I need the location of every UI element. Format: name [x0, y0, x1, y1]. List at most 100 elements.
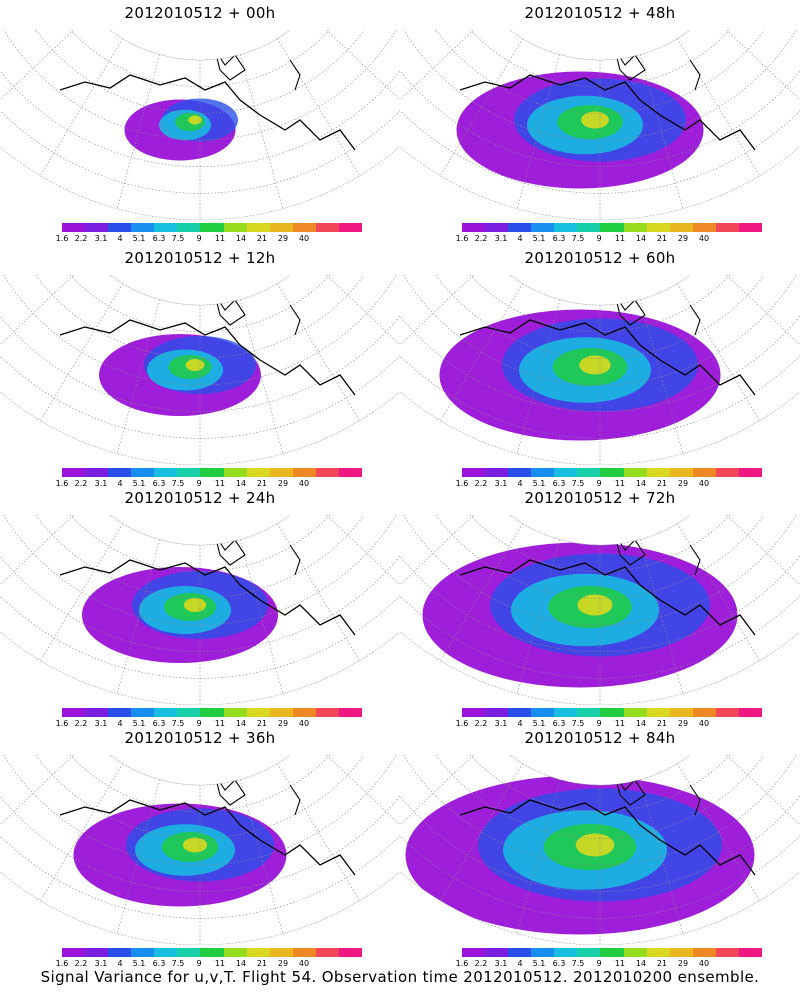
colorbar-swatch: [462, 468, 486, 477]
longitude-line: [440, 523, 524, 661]
coastline: [59, 74, 356, 151]
longitude-line: [276, 763, 360, 901]
latitude-line: [400, 30, 800, 167]
latitude-line: [0, 30, 400, 141]
colorbar-swatch: [131, 223, 155, 232]
longitude-line: [116, 779, 161, 934]
colorbar-swatch: [646, 468, 670, 477]
colorbar-tick-label: 1.6: [55, 959, 69, 968]
colorbar-labels: 1.6 2.2 3.1 4 5.1 6.3 7.5 9 11 14 21 29 40: [50, 719, 370, 729]
colorbar-tick-label: 21: [256, 234, 268, 243]
coastline: [459, 559, 756, 636]
latitude-line: [400, 755, 800, 866]
colorbar: [62, 948, 363, 957]
colorbar-tick-label: 5.1: [132, 959, 146, 968]
colorbar-swatch: [577, 948, 601, 957]
colorbar-tick-label: 4: [117, 234, 123, 243]
longitude-line: [676, 763, 760, 901]
latitude-line: [400, 275, 800, 386]
map-boundary: [400, 275, 800, 465]
colorbar-tick-label: 3.1: [94, 959, 108, 968]
map-boundary: [0, 30, 400, 220]
colorbar-tick-label: 2.2: [74, 479, 88, 488]
panel-title: 2012010512 + 00h: [124, 4, 276, 22]
colorbar-tick-label: 1.6: [55, 234, 69, 243]
colorbar-swatch: [246, 708, 270, 717]
colorbar-swatch: [223, 708, 247, 717]
map-panel: 2012010512 + 48h 1.6 2.2 3.1 4 5.1 6.3 7.5 9 11 14…: [400, 0, 800, 245]
colorbar-swatch: [62, 223, 86, 232]
latitude-line: [0, 30, 400, 167]
colorbar-tick-label: 14: [235, 479, 247, 488]
colorbar-swatch: [577, 468, 601, 477]
colorbar-swatch: [646, 948, 670, 957]
colorbar-swatch: [108, 223, 132, 232]
colorbar-swatch: [669, 468, 693, 477]
colorbar-swatch: [338, 223, 363, 232]
colorbar-swatch: [623, 708, 647, 717]
colorbar-swatch: [669, 708, 693, 717]
colorbar-swatch: [508, 223, 532, 232]
variance-contour: [575, 833, 615, 857]
colorbar: [462, 468, 763, 477]
map-panel: 2012010512 + 72h 1.6 2.2 3.1 4 5.1 6.3 7.5 9 11 14…: [400, 485, 800, 730]
colorbar-tick-label: 40: [298, 234, 310, 243]
colorbar-swatch: [269, 223, 293, 232]
colorbar-tick-label: 29: [677, 234, 689, 243]
coastline: [614, 534, 701, 576]
colorbar-swatch: [292, 223, 316, 232]
colorbar-swatch: [154, 948, 178, 957]
longitude-line: [332, 30, 400, 56]
longitude-line: [116, 539, 161, 694]
colorbar-swatch: [108, 468, 132, 477]
panel-title: 2012010512 + 72h: [524, 489, 676, 507]
colorbar-swatch: [131, 468, 155, 477]
longitude-line: [732, 30, 800, 56]
colorbar-swatch: [246, 468, 270, 477]
polar-map: [0, 275, 400, 465]
colorbar-tick-label: 29: [677, 719, 689, 728]
colorbar-labels: 1.6 2.2 3.1 4 5.1 6.3 7.5 9 11 14 21 29 40: [50, 959, 370, 969]
colorbar-swatch: [669, 223, 693, 232]
longitude-line: [0, 755, 68, 781]
panel-title: 2012010512 + 24h: [124, 489, 276, 507]
colorbar-tick-label: 4: [117, 479, 123, 488]
colorbar-swatch: [738, 948, 763, 957]
coastline: [614, 49, 701, 91]
panel-title: 2012010512 + 36h: [124, 729, 276, 747]
colorbar-swatch: [485, 948, 509, 957]
colorbar-swatch: [600, 468, 624, 477]
colorbar-swatch: [131, 948, 155, 957]
colorbar-tick-label: 2.2: [74, 959, 88, 968]
colorbar-tick-label: 7.5: [571, 234, 585, 243]
polar-map: [400, 755, 800, 945]
map-panel: 2012010512 + 60h 1.6 2.2 3.1 4 5.1 6.3 7.5 9 11 14…: [400, 245, 800, 490]
coastline: [459, 319, 756, 396]
colorbar-tick-label: 4: [117, 719, 123, 728]
colorbar-tick-label: 21: [656, 234, 668, 243]
colorbar-swatch: [338, 708, 363, 717]
longitude-line: [639, 779, 684, 934]
colorbar-tick-label: 40: [698, 479, 710, 488]
colorbar-swatch: [623, 468, 647, 477]
colorbar-tick-label: 6.3: [552, 479, 566, 488]
colorbar: [462, 708, 763, 717]
colorbar-swatch: [200, 468, 224, 477]
colorbar-swatch: [531, 468, 555, 477]
latitude-line: [0, 755, 400, 866]
colorbar-tick-label: 14: [235, 234, 247, 243]
colorbar-tick-label: 7.5: [171, 479, 185, 488]
colorbar-tick-label: 40: [298, 479, 310, 488]
longitude-line: [400, 275, 468, 301]
colorbar-tick-label: 1.6: [55, 479, 69, 488]
latitude-line: [443, 275, 757, 332]
variance-contour: [182, 837, 208, 853]
colorbar-tick-label: 7.5: [571, 479, 585, 488]
colorbar-swatch: [85, 223, 109, 232]
colorbar-swatch: [692, 223, 716, 232]
colorbar-swatch: [292, 708, 316, 717]
polar-map: [400, 30, 800, 220]
latitude-line: [443, 755, 757, 812]
colorbar-swatch: [177, 948, 201, 957]
colorbar-tick-label: 3.1: [94, 234, 108, 243]
